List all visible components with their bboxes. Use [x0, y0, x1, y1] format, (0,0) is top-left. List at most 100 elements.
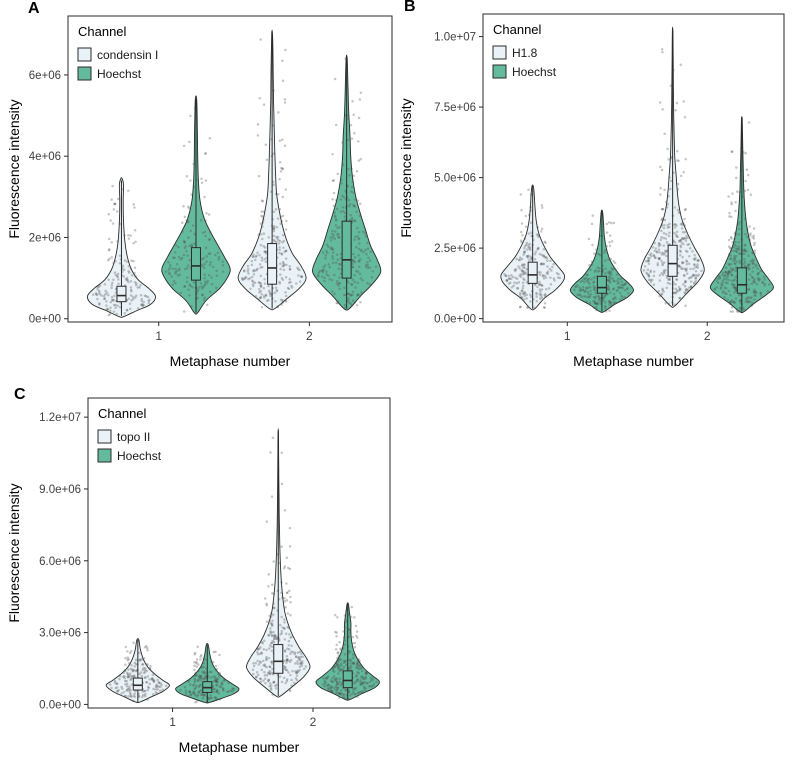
data-point — [210, 696, 213, 700]
data-point — [354, 666, 358, 669]
jitter-points — [108, 638, 168, 703]
data-point — [364, 671, 368, 674]
box — [736, 267, 747, 294]
data-point — [193, 679, 197, 682]
data-point — [647, 259, 650, 262]
data-point — [259, 661, 262, 664]
data-point — [118, 677, 121, 681]
data-point — [658, 294, 661, 298]
data-point — [252, 664, 256, 668]
data-point — [579, 280, 583, 284]
data-point — [658, 279, 662, 282]
data-point — [351, 218, 354, 222]
data-point — [325, 677, 328, 681]
data-point — [728, 302, 732, 305]
data-point — [678, 288, 682, 291]
data-point — [356, 671, 359, 674]
data-point — [620, 286, 623, 289]
data-point — [542, 277, 546, 280]
data-point — [252, 268, 256, 272]
data-point — [754, 264, 758, 268]
data-point — [255, 268, 259, 272]
data-point — [530, 231, 533, 234]
data-point — [696, 259, 699, 262]
data-point — [543, 293, 546, 297]
data-point — [129, 279, 133, 283]
data-point — [347, 688, 351, 692]
data-point — [739, 307, 742, 310]
violin-hoechst-metaphase1 — [161, 95, 231, 315]
data-point — [347, 613, 351, 616]
data-point — [297, 670, 300, 673]
data-point — [339, 263, 342, 266]
data-point — [284, 249, 288, 253]
data-point — [272, 640, 276, 644]
data-point — [186, 264, 190, 267]
data-point — [269, 621, 272, 625]
data-point — [592, 281, 595, 284]
data-point — [359, 277, 363, 280]
data-point — [334, 677, 337, 680]
data-point — [730, 237, 733, 240]
data-point — [360, 683, 363, 686]
data-point — [334, 678, 337, 681]
data-point — [326, 251, 329, 255]
data-point — [117, 282, 120, 286]
data-point — [723, 274, 727, 278]
data-point — [537, 271, 541, 274]
data-point — [724, 266, 728, 269]
data-point — [684, 236, 688, 240]
data-point — [662, 236, 665, 240]
data-point — [203, 670, 206, 674]
data-point — [343, 643, 347, 646]
data-point — [110, 295, 114, 299]
data-point — [187, 236, 190, 240]
data-point — [287, 287, 291, 291]
data-point — [726, 276, 729, 279]
data-point — [194, 674, 198, 677]
data-point — [527, 244, 530, 247]
data-point — [620, 280, 623, 283]
data-point — [539, 283, 542, 287]
violin-h1-8-metaphase1 — [500, 184, 566, 311]
data-point — [262, 664, 265, 667]
data-point — [129, 267, 133, 270]
data-point — [347, 658, 351, 662]
data-point — [694, 277, 698, 280]
data-point — [583, 290, 587, 294]
data-point — [288, 688, 291, 691]
data-point — [540, 262, 543, 265]
data-point — [738, 306, 742, 310]
data-point — [667, 278, 670, 281]
data-point — [744, 297, 748, 301]
jitter-points — [251, 436, 308, 697]
data-point — [318, 269, 322, 273]
data-point — [738, 227, 741, 231]
data-point — [199, 693, 203, 696]
data-point — [202, 671, 205, 674]
data-point — [727, 262, 731, 266]
data-point — [716, 281, 720, 285]
data-point — [280, 252, 284, 255]
data-point — [287, 659, 290, 662]
data-point — [353, 204, 356, 208]
data-point — [337, 236, 341, 239]
data-point — [675, 101, 679, 105]
data-point — [336, 664, 340, 667]
data-point — [686, 250, 689, 253]
y-tick-label: 1.0e+07 — [434, 32, 476, 44]
data-point — [188, 690, 192, 693]
data-point — [327, 263, 331, 266]
data-point — [190, 244, 194, 248]
data-point — [212, 690, 216, 694]
data-point — [523, 278, 526, 282]
data-point — [724, 287, 728, 290]
data-point — [256, 647, 260, 651]
data-point — [267, 671, 271, 674]
data-point — [289, 595, 292, 599]
data-point — [688, 254, 691, 258]
data-point — [123, 669, 127, 672]
data-point — [541, 206, 544, 210]
violin-hoechst-metaphase2 — [709, 116, 774, 314]
data-point — [592, 276, 596, 280]
